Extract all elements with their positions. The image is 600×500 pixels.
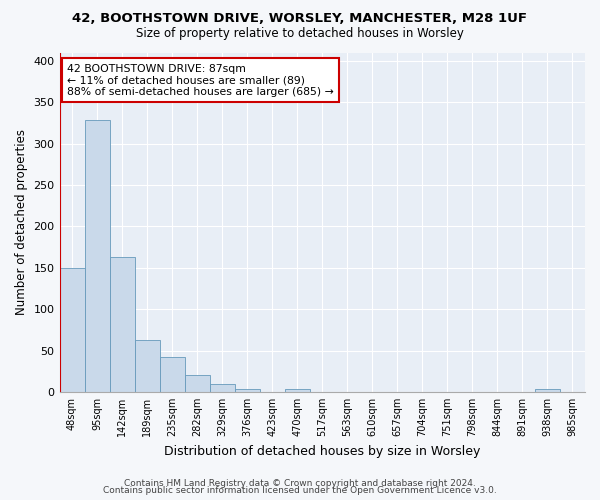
Bar — [535, 388, 560, 392]
Bar — [110, 257, 134, 392]
Bar — [134, 340, 160, 392]
Y-axis label: Number of detached properties: Number of detached properties — [15, 129, 28, 315]
Bar — [209, 384, 235, 392]
Bar — [235, 388, 260, 392]
Text: Size of property relative to detached houses in Worsley: Size of property relative to detached ho… — [136, 28, 464, 40]
Bar — [285, 388, 310, 392]
Text: 42 BOOTHSTOWN DRIVE: 87sqm
← 11% of detached houses are smaller (89)
88% of semi: 42 BOOTHSTOWN DRIVE: 87sqm ← 11% of deta… — [67, 64, 334, 97]
Bar — [160, 357, 185, 392]
Bar — [59, 268, 85, 392]
X-axis label: Distribution of detached houses by size in Worsley: Distribution of detached houses by size … — [164, 444, 481, 458]
Bar — [85, 120, 110, 392]
Text: Contains public sector information licensed under the Open Government Licence v3: Contains public sector information licen… — [103, 486, 497, 495]
Bar — [185, 374, 209, 392]
Text: 42, BOOTHSTOWN DRIVE, WORSLEY, MANCHESTER, M28 1UF: 42, BOOTHSTOWN DRIVE, WORSLEY, MANCHESTE… — [73, 12, 527, 26]
Text: Contains HM Land Registry data © Crown copyright and database right 2024.: Contains HM Land Registry data © Crown c… — [124, 478, 476, 488]
